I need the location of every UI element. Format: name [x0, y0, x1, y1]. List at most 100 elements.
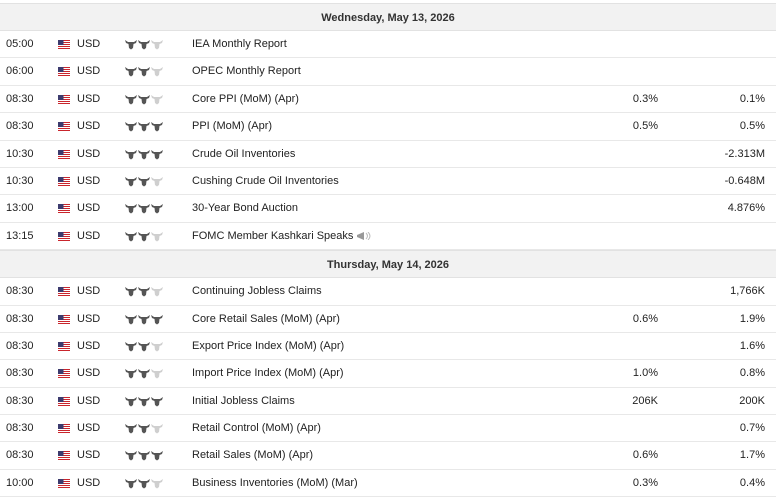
previous: 0.8% [739, 367, 765, 380]
event-name: Retail Sales (MoM) (Apr) [192, 449, 314, 462]
importance [125, 341, 163, 352]
event-row[interactable]: 06:00 USD OPEC Monthly Report [0, 58, 776, 86]
event-name: Export Price Index (MoM) (Apr) [192, 339, 345, 352]
event-name: FOMC Member Kashkari Speaks [192, 223, 371, 250]
event-name: IEA Monthly Report [192, 38, 287, 50]
importance [125, 122, 163, 132]
previous: 1.6% [739, 339, 765, 352]
forecast: 0.5% [632, 120, 658, 133]
importance [125, 424, 163, 434]
currency: USD [77, 476, 101, 489]
importance [125, 204, 163, 214]
previous: 0.1% [739, 92, 765, 105]
event-row[interactable]: 05:00 USD IEA Monthly Report [0, 31, 776, 59]
event-row[interactable]: 10:30 USD Crude Oil Inventories -2.313M [0, 141, 776, 168]
event-row[interactable]: 08:30 USD Retail Control (MoM) (Apr) 0.7% [0, 415, 776, 443]
event-row[interactable]: 13:00 USD 30-Year Bond Auction 4.876% [0, 195, 776, 223]
currency: USD [77, 422, 101, 435]
currency: USD [77, 367, 101, 380]
flag [58, 122, 70, 132]
importance [125, 40, 163, 50]
flag [58, 176, 70, 186]
event-row[interactable]: 10:30 USD Cushing Crude Oil Inventories -0.… [0, 168, 776, 196]
currency: USD [77, 339, 101, 352]
event-row[interactable]: 08:30 USD Core Retail Sales (MoM) (Apr) 0.6… [0, 306, 776, 333]
importance [125, 287, 163, 297]
previous: 200K [739, 394, 765, 407]
flag [58, 341, 70, 351]
currency: USD [77, 394, 101, 407]
time: 13:15 [6, 229, 34, 242]
previous: 1,766K [730, 285, 765, 298]
previous: 1.9% [739, 312, 765, 325]
flag [58, 478, 70, 488]
importance [125, 478, 163, 489]
event-name: Import Price Index (MoM) (Apr) [192, 367, 344, 380]
event-row[interactable]: 08:30 USD Continuing Jobless Claims 1,766K [0, 278, 776, 306]
importance [125, 94, 163, 105]
event-row[interactable]: 13:15 USD FOMC Member Kashkari Speaks [0, 223, 776, 251]
event-name: OPEC Monthly Report [192, 65, 301, 78]
currency: USD [77, 147, 101, 160]
time: 08:30 [6, 339, 34, 352]
time: 06:00 [6, 65, 34, 78]
previous: 4.876% [727, 202, 765, 215]
currency: USD [77, 202, 101, 215]
flag [58, 369, 70, 379]
time: 08:30 [6, 449, 34, 462]
currency: USD [77, 38, 101, 50]
event-row[interactable]: 08:30 USD Core PPI (MoM) (Apr) 0.3% 0.1% [0, 86, 776, 114]
previous: -0.648M [724, 174, 765, 187]
previous: 0.7% [739, 422, 765, 435]
flag [58, 451, 70, 461]
event-row[interactable]: 10:00 USD Business Inventories (MoM) (Mar)… [0, 470, 776, 497]
event-name: Business Inventories (MoM) (Mar) [192, 476, 358, 489]
forecast: 0.3% [632, 476, 658, 489]
previous: 0.4% [739, 476, 765, 489]
importance [125, 369, 163, 379]
currency: USD [77, 65, 101, 78]
event-name: Retail Control (MoM) (Apr) [192, 422, 321, 435]
time: 10:30 [6, 147, 34, 160]
currency: USD [77, 449, 101, 462]
forecast: 0.6% [632, 449, 658, 462]
event-row[interactable]: 08:30 USD Import Price Index (MoM) (Apr) 1.… [0, 360, 776, 388]
flag [58, 40, 70, 49]
event-name: Cushing Crude Oil Inventories [192, 174, 339, 187]
currency: USD [77, 312, 101, 325]
time: 13:00 [6, 202, 34, 215]
speech-icon [357, 231, 371, 241]
forecast: 0.3% [632, 92, 658, 105]
flag [58, 231, 70, 241]
importance [125, 67, 163, 77]
currency: USD [77, 120, 101, 133]
time: 05:00 [6, 38, 34, 50]
event-row[interactable]: 08:30 USD Initial Jobless Claims 206K 200K [0, 388, 776, 416]
previous: 0.5% [739, 120, 765, 133]
importance [125, 314, 163, 325]
time: 08:30 [6, 422, 34, 435]
forecast: 206K [632, 394, 658, 407]
time: 10:30 [6, 174, 34, 187]
flag [58, 424, 70, 434]
event-row[interactable]: 08:30 USD Export Price Index (MoM) (Apr) 1.… [0, 333, 776, 361]
flag [58, 94, 70, 104]
event-row[interactable]: 08:30 USD Retail Sales (MoM) (Apr) 0.6% 1.7% [0, 442, 776, 470]
previous: 1.7% [739, 449, 765, 462]
event-name: Initial Jobless Claims [192, 394, 295, 407]
previous: -2.313M [724, 147, 765, 160]
flag [58, 396, 70, 406]
currency: USD [77, 229, 101, 242]
forecast: 0.6% [632, 312, 658, 325]
flag [58, 149, 70, 159]
time: 08:30 [6, 120, 34, 133]
day-header: Wednesday, May 13, 2026 [0, 3, 776, 31]
flag [58, 314, 70, 324]
event-name: 30-Year Bond Auction [192, 202, 299, 215]
time: 08:30 [6, 92, 34, 105]
event-name: Continuing Jobless Claims [192, 285, 322, 298]
event-row[interactable]: 08:30 USD PPI (MoM) (Apr) 0.5% 0.5% [0, 113, 776, 141]
forecast: 1.0% [632, 367, 658, 380]
importance [125, 396, 163, 407]
